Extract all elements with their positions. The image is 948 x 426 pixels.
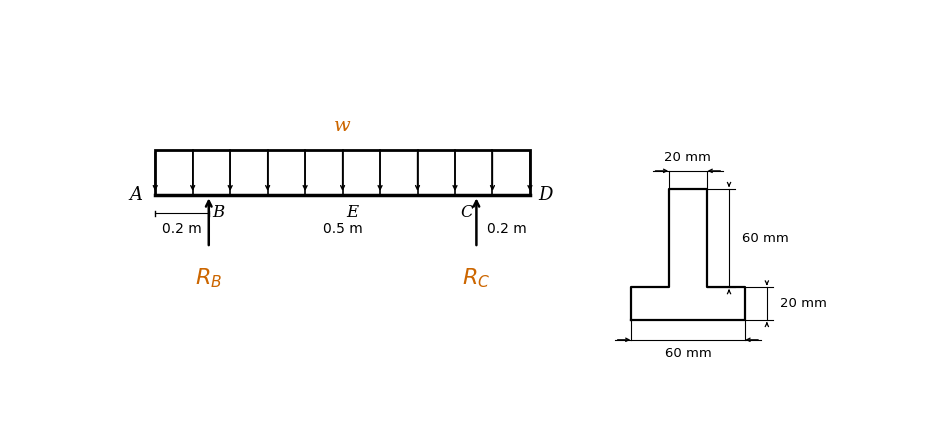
Text: D: D	[538, 186, 553, 204]
Text: A: A	[129, 186, 142, 204]
Text: 0.2 m: 0.2 m	[487, 222, 527, 236]
Text: 0.5 m: 0.5 m	[322, 222, 362, 236]
Text: 60 mm: 60 mm	[742, 232, 789, 245]
Bar	[155, 150, 530, 196]
Text: 20 mm: 20 mm	[780, 297, 827, 310]
Text: C: C	[460, 204, 473, 221]
Text: B: B	[212, 204, 225, 221]
Text: $R_C$: $R_C$	[463, 266, 490, 290]
Text: E: E	[346, 204, 358, 221]
Text: 0.2 m: 0.2 m	[162, 222, 202, 236]
Text: $R_B$: $R_B$	[195, 266, 223, 290]
Text: 60 mm: 60 mm	[665, 347, 711, 360]
Text: 20 mm: 20 mm	[665, 151, 711, 164]
Text: w: w	[335, 117, 351, 135]
